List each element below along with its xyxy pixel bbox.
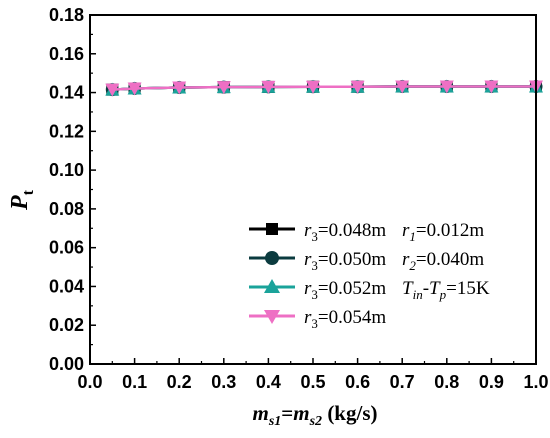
data-point-triangle-down [350, 80, 365, 94]
legend-label-r3-0.054: r3=0.054m [304, 307, 386, 331]
x-tick-label: 0.4 [256, 372, 281, 392]
y-tick-label: 0.18 [49, 5, 84, 25]
legend-marker-triangle-down [264, 310, 280, 324]
data-point-triangle-down [216, 81, 231, 95]
x-tick-label: 1.0 [523, 372, 548, 392]
y-tick-label: 0.02 [49, 315, 84, 335]
data-point-triangle-down [306, 80, 320, 94]
series-layer [105, 79, 543, 97]
y-tick-label: 0.00 [49, 354, 84, 374]
x-tick-label: 0.5 [300, 372, 325, 392]
plot-frame [89, 14, 537, 365]
data-point-triangle-down [484, 80, 499, 94]
data-point-triangle-down [439, 80, 454, 94]
legend-label-r3-0.048: r3=0.048m [304, 220, 386, 244]
legend-marker-circle [265, 251, 279, 265]
legend-label-r3-0.052: r3=0.052m [304, 278, 386, 302]
x-tick-label: 0.1 [122, 372, 147, 392]
x-tick-label: 0.0 [77, 372, 102, 392]
x-tick-label: 0.9 [479, 372, 504, 392]
legend-note-temperature: Tin-Tp=15K [402, 278, 490, 302]
y-tick-label: 0.08 [49, 199, 84, 219]
y-tick-label: 0.12 [49, 121, 84, 141]
x-tick-label: 0.6 [345, 372, 370, 392]
x-tick-label: 0.2 [167, 372, 192, 392]
legend-marker-square [266, 223, 278, 235]
y-tick-label: 0.04 [49, 276, 84, 296]
legend-item-r3-0.048: r3=0.048m r1=0.012m [249, 220, 484, 244]
data-point-triangle-down [172, 81, 187, 95]
y-axis-label: Pt [7, 189, 37, 211]
y-tick-label: 0.10 [49, 160, 84, 180]
legend: r3=0.048m r1=0.012m r3=0.050m r2=0.040m … [249, 220, 490, 331]
legend-item-r3-0.050: r3=0.050m r2=0.040m [249, 249, 484, 273]
data-point-triangle-down [105, 83, 120, 97]
legend-note-r1: r1=0.012m [402, 220, 484, 244]
y-tick-label: 0.16 [49, 44, 84, 64]
legend-note-r2: r2=0.040m [402, 249, 484, 273]
data-point-triangle-down [261, 80, 276, 94]
y-tick-label: 0.14 [49, 83, 84, 103]
x-tick-label: 0.3 [211, 372, 236, 392]
data-point-triangle-down [395, 80, 410, 94]
legend-label-r3-0.050: r3=0.050m [304, 249, 386, 273]
y-tick-label: 0.06 [49, 238, 84, 258]
x-tick-label: 0.8 [434, 372, 459, 392]
tick-layer: 0.0 0.1 0.2 0.3 0.4 0.5 0.6 0.7 0.8 0.9 1.0 0.00 0.0… [49, 5, 549, 392]
legend-item-r3-0.054: r3=0.054m [249, 307, 386, 331]
legend-marker-triangle-up [264, 279, 280, 293]
x-tick-label: 0.7 [390, 372, 415, 392]
legend-item-r3-0.052: r3=0.052m Tin-Tp=15K [249, 278, 490, 302]
data-point-triangle-down [127, 82, 142, 96]
x-axis-label: ms1=ms2 (kg/s) [253, 401, 378, 429]
